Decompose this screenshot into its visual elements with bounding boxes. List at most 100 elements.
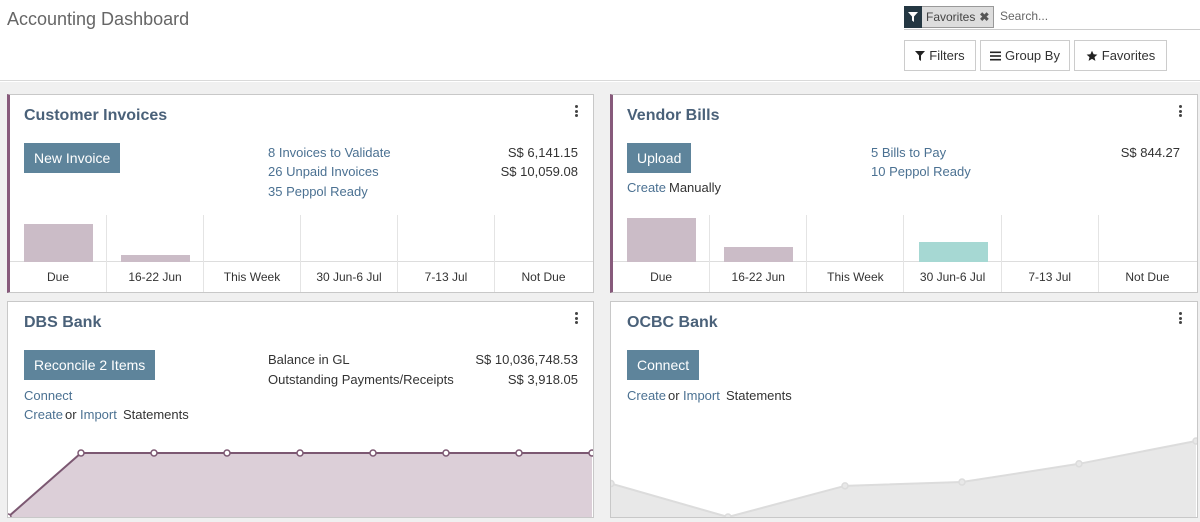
- line-point: [8, 513, 12, 517]
- bills-to-pay-amount: S$ 844.27: [1120, 145, 1180, 160]
- balance-gl-label: Balance in GL: [268, 352, 350, 367]
- line-point: [223, 449, 231, 457]
- kebab-menu-icon[interactable]: [1179, 312, 1183, 324]
- kebab-menu-icon[interactable]: [575, 105, 579, 117]
- bar-label: This Week: [827, 270, 884, 284]
- invoices-to-validate-link[interactable]: 8 Invoices to Validate: [268, 145, 391, 160]
- chart-bar[interactable]: [724, 247, 794, 262]
- bar-label: 30 Jun-6 Jul: [316, 270, 382, 284]
- line-path: [611, 440, 1197, 517]
- invoices-to-validate-amount: S$ 6,141.15: [507, 145, 578, 160]
- kebab-menu-icon[interactable]: [575, 312, 579, 324]
- chart-bar[interactable]: [121, 254, 190, 262]
- bar-column[interactable]: This Week: [807, 215, 905, 292]
- chart-bar[interactable]: [627, 218, 697, 262]
- bar-column[interactable]: 7-13 Jul: [398, 215, 495, 292]
- bar-label: 7-13 Jul: [424, 270, 468, 284]
- connect-link[interactable]: Connect: [24, 388, 73, 403]
- manually-text: Manually: [669, 180, 722, 195]
- reconcile-button[interactable]: Reconcile 2 Items: [24, 350, 156, 380]
- line-area: [611, 441, 1196, 517]
- list-icon: [990, 51, 1002, 60]
- ocbc-bank-title[interactable]: OCBC Bank: [627, 314, 718, 331]
- filters-button[interactable]: Filters: [904, 40, 976, 71]
- bar-label: Not Due: [521, 270, 566, 284]
- upload-button[interactable]: Upload: [627, 143, 692, 173]
- chart-bar[interactable]: [918, 242, 988, 262]
- chart-baseline: [10, 261, 593, 262]
- create-manually-link[interactable]: Create: [627, 180, 667, 195]
- star-icon: [1086, 50, 1098, 61]
- bills-to-pay-link[interactable]: 5 Bills to Pay: [871, 145, 947, 160]
- line-point: [442, 449, 450, 457]
- line-point: [841, 482, 849, 490]
- line-point: [1075, 460, 1083, 468]
- unpaid-invoices-amount: S$ 10,059.08: [500, 164, 578, 179]
- line-point: [724, 513, 732, 517]
- line-point: [369, 449, 377, 457]
- line-point: [150, 449, 158, 457]
- bar-column[interactable]: This Week: [204, 215, 301, 292]
- control-panel: Accounting Dashboard Favorites ✖ Filters…: [0, 0, 1200, 81]
- vendor-bills-card: Vendor Bills Upload Create Manually 5 Bi…: [610, 94, 1198, 293]
- line-point: [611, 479, 615, 488]
- peppol-ready-link[interactable]: 35 Peppol Ready: [268, 184, 368, 199]
- bar-label: 16-22 Jun: [128, 270, 182, 284]
- peppol-ready-link[interactable]: 10 Peppol Ready: [871, 164, 971, 179]
- vendor-bills-title[interactable]: Vendor Bills: [627, 107, 720, 124]
- unpaid-invoices-link[interactable]: 26 Unpaid Invoices: [268, 164, 379, 179]
- bar-column[interactable]: 7-13 Jul: [1002, 215, 1099, 292]
- facet-label: Favorites: [926, 10, 976, 24]
- bar-column[interactable]: 16-22 Jun: [107, 215, 204, 292]
- line-point: [77, 449, 85, 457]
- bar-column[interactable]: Not Due: [1099, 215, 1196, 292]
- line-area: [8, 453, 592, 517]
- vendor-bills-bar-chart[interactable]: Due 16-22 Jun This Week 30 Jun-6 Jul 7-13 Ju…: [613, 215, 1197, 292]
- bar-column[interactable]: 30 Jun-6 Jul: [301, 215, 398, 292]
- create-statements-link[interactable]: Create: [627, 388, 667, 403]
- customer-invoices-bar-chart[interactable]: Due 16-22 Jun This Week 30 Jun-6 Jul 7-13 Ju…: [10, 215, 593, 292]
- bar-label: Due: [650, 270, 673, 284]
- import-statements-link[interactable]: Import: [683, 388, 720, 403]
- group-by-button[interactable]: Group By: [980, 40, 1070, 71]
- dbs-balance-line-chart[interactable]: [8, 442, 593, 517]
- bar-column[interactable]: Due: [10, 215, 107, 292]
- dbs-bank-card: DBS Bank Reconcile 2 Items Connect Creat…: [7, 301, 594, 518]
- close-icon[interactable]: ✖: [979, 10, 990, 24]
- new-invoice-button[interactable]: New Invoice: [24, 143, 121, 173]
- bar-label: 7-13 Jul: [1028, 270, 1072, 284]
- bar-label: 16-22 Jun: [731, 270, 785, 284]
- chart-bar[interactable]: [24, 224, 93, 262]
- bar-label: Due: [46, 270, 69, 284]
- bar-column[interactable]: 30 Jun-6 Jul: [905, 215, 1002, 292]
- import-statements-link[interactable]: Import: [80, 407, 117, 422]
- dbs-bank-title[interactable]: DBS Bank: [24, 314, 102, 331]
- page-title: Accounting Dashboard: [7, 9, 190, 29]
- bar-column[interactable]: Due: [613, 215, 711, 292]
- bar-label: Not Due: [1125, 270, 1170, 284]
- kebab-menu-icon[interactable]: [1179, 105, 1183, 117]
- search-input[interactable]: [1000, 9, 1195, 23]
- ocbc-balance-line-chart[interactable]: [611, 437, 1197, 517]
- chart-baseline: [613, 261, 1197, 262]
- bar-column[interactable]: Not Due: [495, 215, 592, 292]
- group-by-label: Group By: [1005, 48, 1060, 63]
- outstanding-amount: S$ 3,918.05: [507, 372, 578, 387]
- filter-icon: [915, 50, 926, 61]
- bar-column[interactable]: 16-22 Jun: [710, 215, 808, 292]
- filters-label: Filters: [929, 48, 965, 63]
- filter-icon: [904, 5, 922, 28]
- outstanding-label: Outstanding Payments/Receipts: [268, 372, 454, 387]
- search-facet: Favorites ✖: [904, 5, 995, 28]
- create-statements-link[interactable]: Create: [24, 407, 64, 422]
- customer-invoices-title[interactable]: Customer Invoices: [24, 107, 168, 124]
- line-point: [1192, 437, 1197, 445]
- connect-button[interactable]: Connect: [627, 350, 700, 380]
- line-point: [515, 449, 523, 457]
- line-point: [588, 449, 593, 457]
- statements-text: Statements: [726, 388, 792, 403]
- search-box: Favorites ✖: [904, 5, 1200, 30]
- favorites-button[interactable]: Favorites: [1074, 40, 1167, 71]
- or-text: or: [65, 407, 77, 422]
- balance-gl-amount: S$ 10,036,748.53: [475, 352, 578, 367]
